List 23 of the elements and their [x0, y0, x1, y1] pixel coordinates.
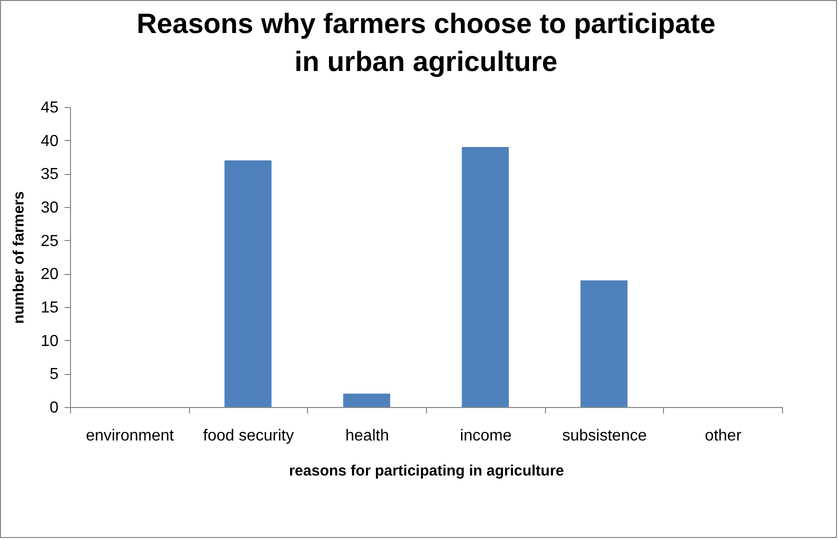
bar [224, 160, 272, 407]
y-tick-label: 15 [40, 300, 59, 316]
y-tick-label: 5 [50, 366, 59, 384]
y-tick-label: 0 [50, 400, 59, 416]
x-tick-label: income [460, 428, 512, 444]
y-tick-label: 45 [40, 100, 59, 116]
x-tick-label: environment [86, 428, 174, 444]
x-axis-title: reasons for participating in agriculture [288, 462, 564, 480]
chart-title: Reasons why farmers choose to participate in urban agriculture [136, 8, 716, 77]
bar [462, 147, 509, 407]
y-axis-title: number of farmers [10, 191, 28, 324]
y-tick-label: 10 [40, 332, 59, 350]
y-tick-label: 30 [40, 200, 59, 216]
x-tick-label: food security [203, 428, 294, 444]
x-tick-label: health [345, 428, 389, 444]
y-tick-label: 40 [40, 132, 59, 150]
bar [580, 280, 628, 407]
x-tick-label: subsistence [562, 428, 647, 444]
bar [343, 394, 390, 407]
y-tick-label: 25 [40, 232, 59, 250]
x-tick-label: other [704, 428, 742, 444]
y-tick-label: 20 [40, 266, 59, 284]
y-tick-label: 35 [40, 166, 59, 184]
